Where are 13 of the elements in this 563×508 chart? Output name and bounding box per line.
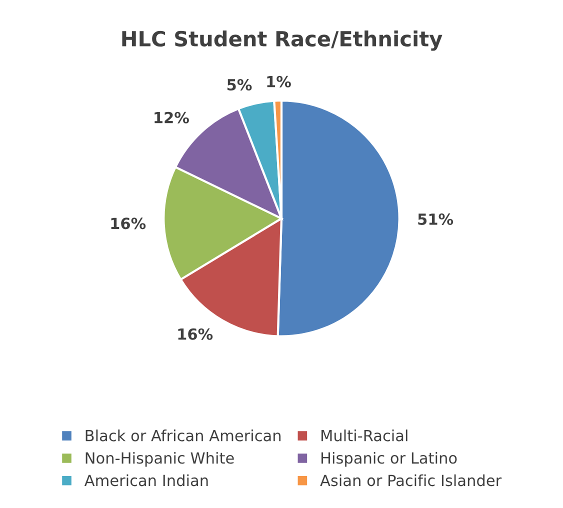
data-label: 1%	[267, 76, 291, 88]
chart-title: HLC Student Race/Ethnicity	[122, 30, 442, 51]
data-label: 12%	[154, 112, 189, 124]
data-label: 16%	[178, 328, 213, 340]
data-label: 5%	[227, 78, 252, 91]
legend-label: Hispanic or Latino	[322, 452, 457, 467]
legend-label: Non-Hispanic White	[86, 452, 234, 467]
legend-label: Asian or Pacific Islander	[320, 474, 502, 486]
legend-label: Black or African American	[86, 430, 281, 442]
legend-label: American Indian	[84, 474, 208, 486]
data-label: 16%	[111, 218, 146, 230]
data-label: 51%	[418, 213, 454, 225]
legend-label: Multi-Racial	[322, 430, 408, 442]
